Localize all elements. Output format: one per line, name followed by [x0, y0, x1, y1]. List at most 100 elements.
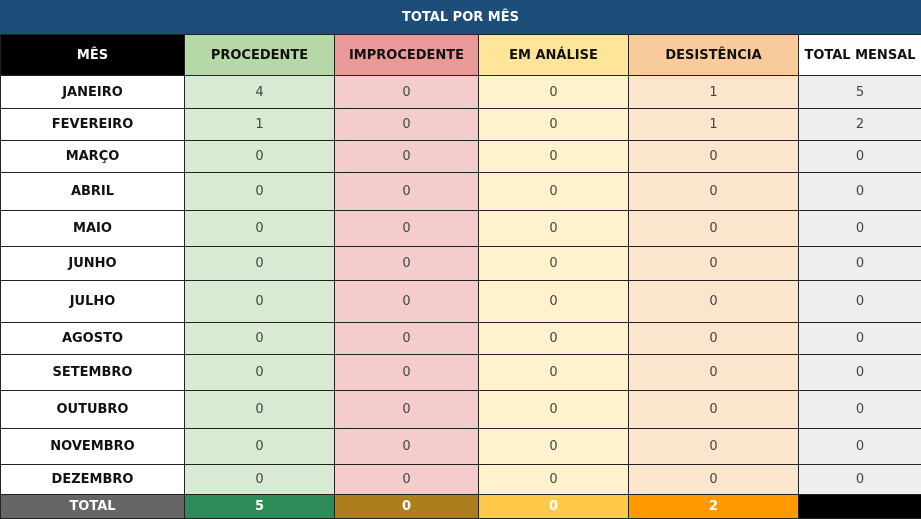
em-analise-cell: 0: [479, 211, 629, 247]
procedente-cell: 0: [185, 323, 335, 355]
month-cell: MARÇO: [1, 141, 185, 173]
improcedente-cell: 0: [335, 391, 479, 429]
total-label: TOTAL: [1, 495, 185, 519]
improcedente-cell: 0: [335, 247, 479, 281]
procedente-cell: 0: [185, 429, 335, 465]
monthly-totals-table: MÊS PROCEDENTE IMPROCEDENTE EM ANÁLISE D…: [0, 34, 921, 519]
total-mensal-cell: 0: [799, 211, 921, 247]
month-cell: ABRIL: [1, 173, 185, 211]
improcedente-cell: 0: [335, 211, 479, 247]
total-mensal-cell: 2: [799, 109, 921, 141]
month-cell: OUTUBRO: [1, 391, 185, 429]
em-analise-cell: 0: [479, 173, 629, 211]
procedente-cell: 0: [185, 355, 335, 391]
em-analise-cell: 0: [479, 247, 629, 281]
total-value: 0: [479, 495, 629, 519]
em-analise-cell: 0: [479, 429, 629, 465]
total-value: [799, 495, 921, 519]
procedente-cell: 0: [185, 391, 335, 429]
desistencia-cell: 0: [629, 141, 799, 173]
procedente-cell: 0: [185, 141, 335, 173]
desistencia-cell: 0: [629, 391, 799, 429]
month-cell: SETEMBRO: [1, 355, 185, 391]
total-value: 0: [335, 495, 479, 519]
desistencia-cell: 0: [629, 429, 799, 465]
procedente-cell: 4: [185, 76, 335, 109]
improcedente-cell: 0: [335, 281, 479, 323]
em-analise-cell: 0: [479, 391, 629, 429]
month-cell: JULHO: [1, 281, 185, 323]
month-cell: MAIO: [1, 211, 185, 247]
desistencia-cell: 0: [629, 281, 799, 323]
total-mensal-cell: 0: [799, 429, 921, 465]
month-cell: FEVEREIRO: [1, 109, 185, 141]
improcedente-cell: 0: [335, 323, 479, 355]
desistencia-cell: 0: [629, 173, 799, 211]
improcedente-cell: 0: [335, 76, 479, 109]
total-value: 2: [629, 495, 799, 519]
procedente-cell: 0: [185, 211, 335, 247]
total-mensal-cell: 0: [799, 391, 921, 429]
total-mensal-cell: 0: [799, 247, 921, 281]
table-title: TOTAL POR MÊS: [0, 0, 921, 34]
header-em-analise: EM ANÁLISE: [479, 35, 629, 76]
header-total-mensal: TOTAL MENSAL: [799, 35, 921, 76]
em-analise-cell: 0: [479, 281, 629, 323]
header-row: MÊS PROCEDENTE IMPROCEDENTE EM ANÁLISE D…: [1, 35, 921, 76]
procedente-cell: 1: [185, 109, 335, 141]
em-analise-cell: 0: [479, 141, 629, 173]
improcedente-cell: 0: [335, 465, 479, 495]
desistencia-cell: 0: [629, 323, 799, 355]
header-procedente: PROCEDENTE: [185, 35, 335, 76]
procedente-cell: 0: [185, 247, 335, 281]
improcedente-cell: 0: [335, 109, 479, 141]
improcedente-cell: 0: [335, 141, 479, 173]
desistencia-cell: 1: [629, 76, 799, 109]
month-cell: NOVEMBRO: [1, 429, 185, 465]
total-mensal-cell: 5: [799, 76, 921, 109]
procedente-cell: 0: [185, 281, 335, 323]
month-cell: DEZEMBRO: [1, 465, 185, 495]
improcedente-cell: 0: [335, 429, 479, 465]
improcedente-cell: 0: [335, 173, 479, 211]
header-mes: MÊS: [1, 35, 185, 76]
em-analise-cell: 0: [479, 76, 629, 109]
total-value: 5: [185, 495, 335, 519]
improcedente-cell: 0: [335, 355, 479, 391]
total-mensal-cell: 0: [799, 465, 921, 495]
total-mensal-cell: 0: [799, 281, 921, 323]
total-mensal-cell: 0: [799, 141, 921, 173]
header-improcedente: IMPROCEDENTE: [335, 35, 479, 76]
em-analise-cell: 0: [479, 109, 629, 141]
em-analise-cell: 0: [479, 465, 629, 495]
total-mensal-cell: 0: [799, 173, 921, 211]
procedente-cell: 0: [185, 465, 335, 495]
month-cell: AGOSTO: [1, 323, 185, 355]
em-analise-cell: 0: [479, 355, 629, 391]
desistencia-cell: 0: [629, 355, 799, 391]
procedente-cell: 0: [185, 173, 335, 211]
total-mensal-cell: 0: [799, 355, 921, 391]
month-cell: JUNHO: [1, 247, 185, 281]
em-analise-cell: 0: [479, 323, 629, 355]
desistencia-cell: 1: [629, 109, 799, 141]
month-cell: JANEIRO: [1, 76, 185, 109]
desistencia-cell: 0: [629, 211, 799, 247]
desistencia-cell: 0: [629, 247, 799, 281]
total-mensal-cell: 0: [799, 323, 921, 355]
desistencia-cell: 0: [629, 465, 799, 495]
header-desistencia: DESISTÊNCIA: [629, 35, 799, 76]
